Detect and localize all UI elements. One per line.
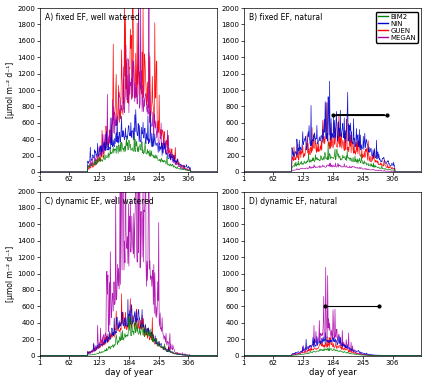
Text: B) fixed EF, natural: B) fixed EF, natural [248,13,322,22]
Text: D) dynamic EF, natural: D) dynamic EF, natural [248,196,336,206]
X-axis label: day of year: day of year [104,368,152,377]
Text: A) fixed EF, well watered: A) fixed EF, well watered [45,13,139,22]
Text: C) dynamic EF, well watered: C) dynamic EF, well watered [45,196,153,206]
X-axis label: day of year: day of year [308,368,356,377]
Legend: BIM2, NIN, GUEN, MEGAN: BIM2, NIN, GUEN, MEGAN [375,11,417,43]
Y-axis label: [μmol m⁻² d⁻¹]: [μmol m⁻² d⁻¹] [6,62,14,118]
Y-axis label: [μmol m⁻² d⁻¹]: [μmol m⁻² d⁻¹] [6,246,14,302]
